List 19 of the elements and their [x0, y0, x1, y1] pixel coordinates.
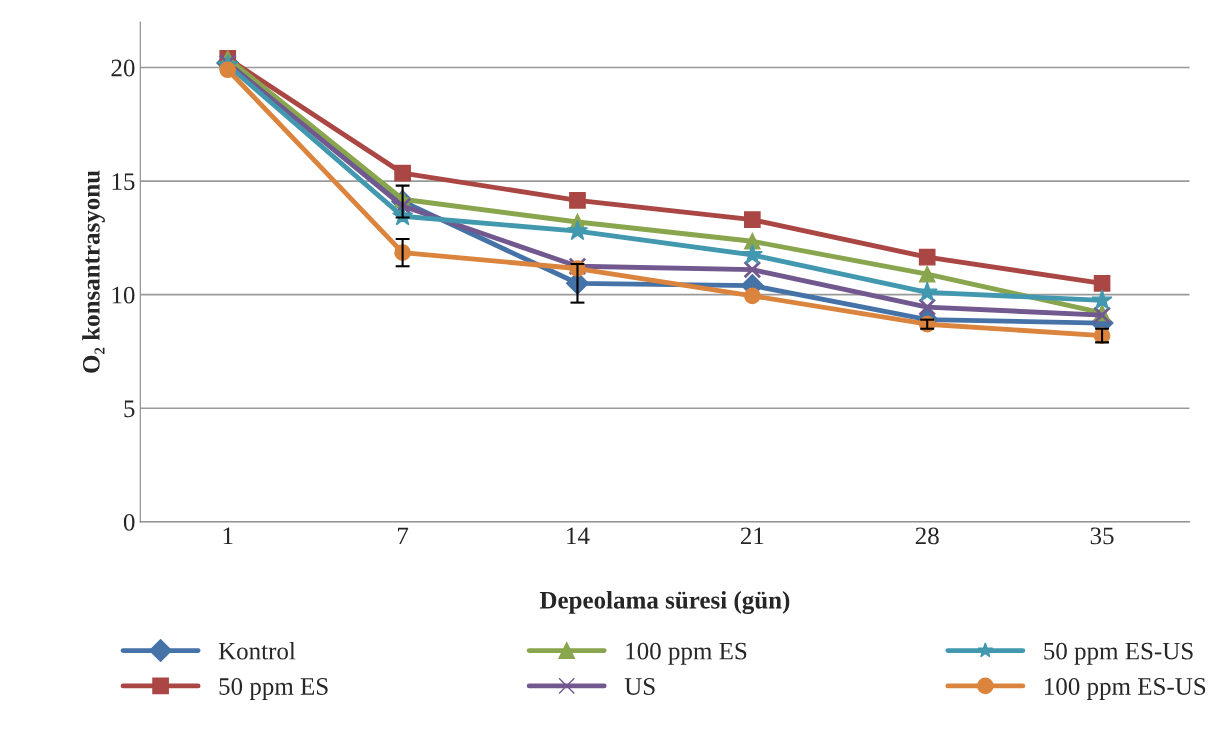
x-tick-label: 35 — [1090, 527, 1114, 545]
y-tick-label: 15 — [112, 173, 135, 190]
x-tick-label: 21 — [740, 527, 764, 545]
y-tick-label: 20 — [111, 59, 135, 77]
legend-label: Kontrol — [218, 641, 296, 660]
x-tick-label: 28 — [915, 527, 939, 545]
x-tick-label: 14 — [567, 527, 590, 545]
x-tick-label: 1 — [223, 527, 233, 545]
y-tick-label: 10 — [112, 286, 135, 304]
y-tick-label: 0 — [123, 513, 135, 531]
legend-label: US — [624, 678, 655, 695]
legend-label: 50 ppm ES-US — [1044, 642, 1193, 665]
y-axis-title: O₂ konsantrasyonu — [82, 170, 105, 373]
legend-label: 50 ppm ES — [219, 678, 328, 700]
x-tick-label: 7 — [398, 527, 409, 545]
y-tick-label: 5 — [124, 400, 135, 418]
x-axis-title: Depeolama süresi (gün) — [539, 591, 790, 614]
legend-label: 100 ppm ES — [626, 642, 747, 665]
legend-label: 100 ppm ES-US — [1045, 678, 1206, 700]
